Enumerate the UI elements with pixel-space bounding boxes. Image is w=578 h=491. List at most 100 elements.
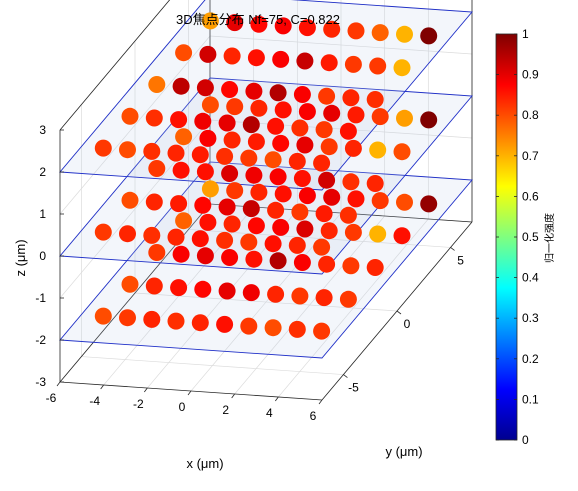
focal-point (172, 77, 190, 95)
focal-point (170, 279, 188, 297)
focal-point (250, 183, 268, 201)
z-tick-label: -1 (35, 291, 46, 305)
focal-point (119, 141, 136, 159)
focal-point (199, 129, 217, 147)
leftwall-grid-line (59, 35, 211, 215)
x-tick-label: 6 (310, 409, 317, 423)
focal-point (250, 15, 268, 33)
focal-point (313, 322, 331, 340)
focal-point (339, 122, 357, 140)
z-tick-label: -2 (35, 333, 46, 347)
focal-point (194, 196, 212, 214)
focal-point (121, 191, 139, 209)
focal-point (119, 309, 136, 327)
focal-plane (59, 77, 473, 275)
focal-point (313, 238, 331, 256)
y-tick-mark (396, 310, 402, 315)
focal-point (315, 121, 333, 139)
focal-point (323, 188, 341, 206)
focal-point (221, 165, 239, 182)
colorbar-ticks: 0 0.1 0.2 0.3 0.4 0.5 0.6 0.7 0.8 0.9 1 (496, 27, 539, 447)
focal-point (199, 213, 217, 231)
focal-point (172, 245, 190, 263)
z-tick-label: 0 (39, 249, 46, 263)
focal-point (170, 111, 188, 129)
focal-point (121, 275, 139, 293)
focal-point (226, 14, 244, 32)
focal-point (342, 173, 360, 191)
focal-point (216, 147, 234, 165)
z-tick-label: -3 (35, 375, 46, 389)
focal-point (288, 236, 306, 254)
focal-point (344, 55, 362, 73)
focal-point (143, 142, 161, 160)
focal-point (145, 193, 163, 211)
focal-point (323, 20, 341, 38)
focal-point (240, 317, 258, 335)
focal-point (396, 193, 413, 211)
focal-point (191, 314, 209, 332)
box-back-edge (59, 203, 211, 383)
focal-point (342, 89, 360, 107)
focal-point (247, 133, 265, 151)
focal-point (223, 131, 241, 149)
z-tick-label: 2 (39, 165, 46, 179)
focal-point (143, 226, 161, 244)
focal-point (366, 91, 384, 108)
focal-point (274, 185, 292, 203)
focal-point (221, 81, 239, 98)
focal-point (148, 76, 166, 93)
focal-point (264, 235, 282, 253)
focal-point (218, 282, 236, 300)
focal-point (347, 106, 365, 124)
focal-point (293, 254, 311, 271)
focal-point (267, 285, 285, 303)
focal-plane (59, 161, 473, 359)
colorbar-gradient (495, 33, 518, 441)
focal-point (291, 203, 309, 221)
x-tick-mark (187, 390, 192, 396)
y-tick-mark (343, 374, 348, 378)
focal-point (247, 49, 265, 67)
x-tick-label: 0 (179, 400, 186, 414)
focal-planes (59, 0, 473, 359)
focal-point (371, 192, 389, 210)
focal-point (216, 315, 234, 333)
backwall-grid-line (209, 35, 473, 55)
focal-point (199, 45, 217, 63)
focal-point (272, 134, 290, 152)
focal-point (119, 225, 136, 243)
focal-point (315, 289, 333, 307)
focal-point (201, 180, 219, 198)
focal-point (94, 223, 112, 241)
focal-point (245, 166, 263, 184)
axis-ticks: -6 -4 -2 0 2 4 6 -5 0 5 -3 -2 -1 0 1 2 3 (35, 123, 464, 423)
focal-point (344, 223, 362, 241)
focal-point (320, 222, 338, 240)
focal-point (264, 319, 282, 337)
colorbar-tick-label: 0 (522, 433, 529, 447)
colorbar: 0 0.1 0.2 0.3 0.4 0.5 0.6 0.7 0.8 0.9 1 归一化强度 (495, 27, 556, 447)
y-axis-label: y (μm) (385, 444, 422, 459)
focal-point (269, 84, 287, 102)
focal-point (191, 146, 209, 164)
focal-point (320, 138, 338, 156)
focal-point (269, 168, 287, 186)
focal-point (121, 107, 139, 125)
y-tick-label: 0 (404, 317, 411, 331)
focal-point (369, 225, 387, 243)
focal-point (226, 98, 244, 116)
focal-point (420, 111, 438, 129)
colorbar-tick-label: 0.3 (522, 311, 539, 325)
focal-point (323, 104, 341, 122)
focal-point (313, 154, 331, 172)
focal-point (288, 320, 306, 338)
focal-point (291, 287, 309, 305)
focal-point (344, 139, 362, 157)
focal-point (194, 112, 212, 130)
focal-point (148, 160, 166, 177)
focal-point (269, 252, 287, 270)
x-tick-label: 2 (222, 403, 229, 417)
focal-point (296, 52, 314, 70)
focal-point (240, 149, 258, 167)
